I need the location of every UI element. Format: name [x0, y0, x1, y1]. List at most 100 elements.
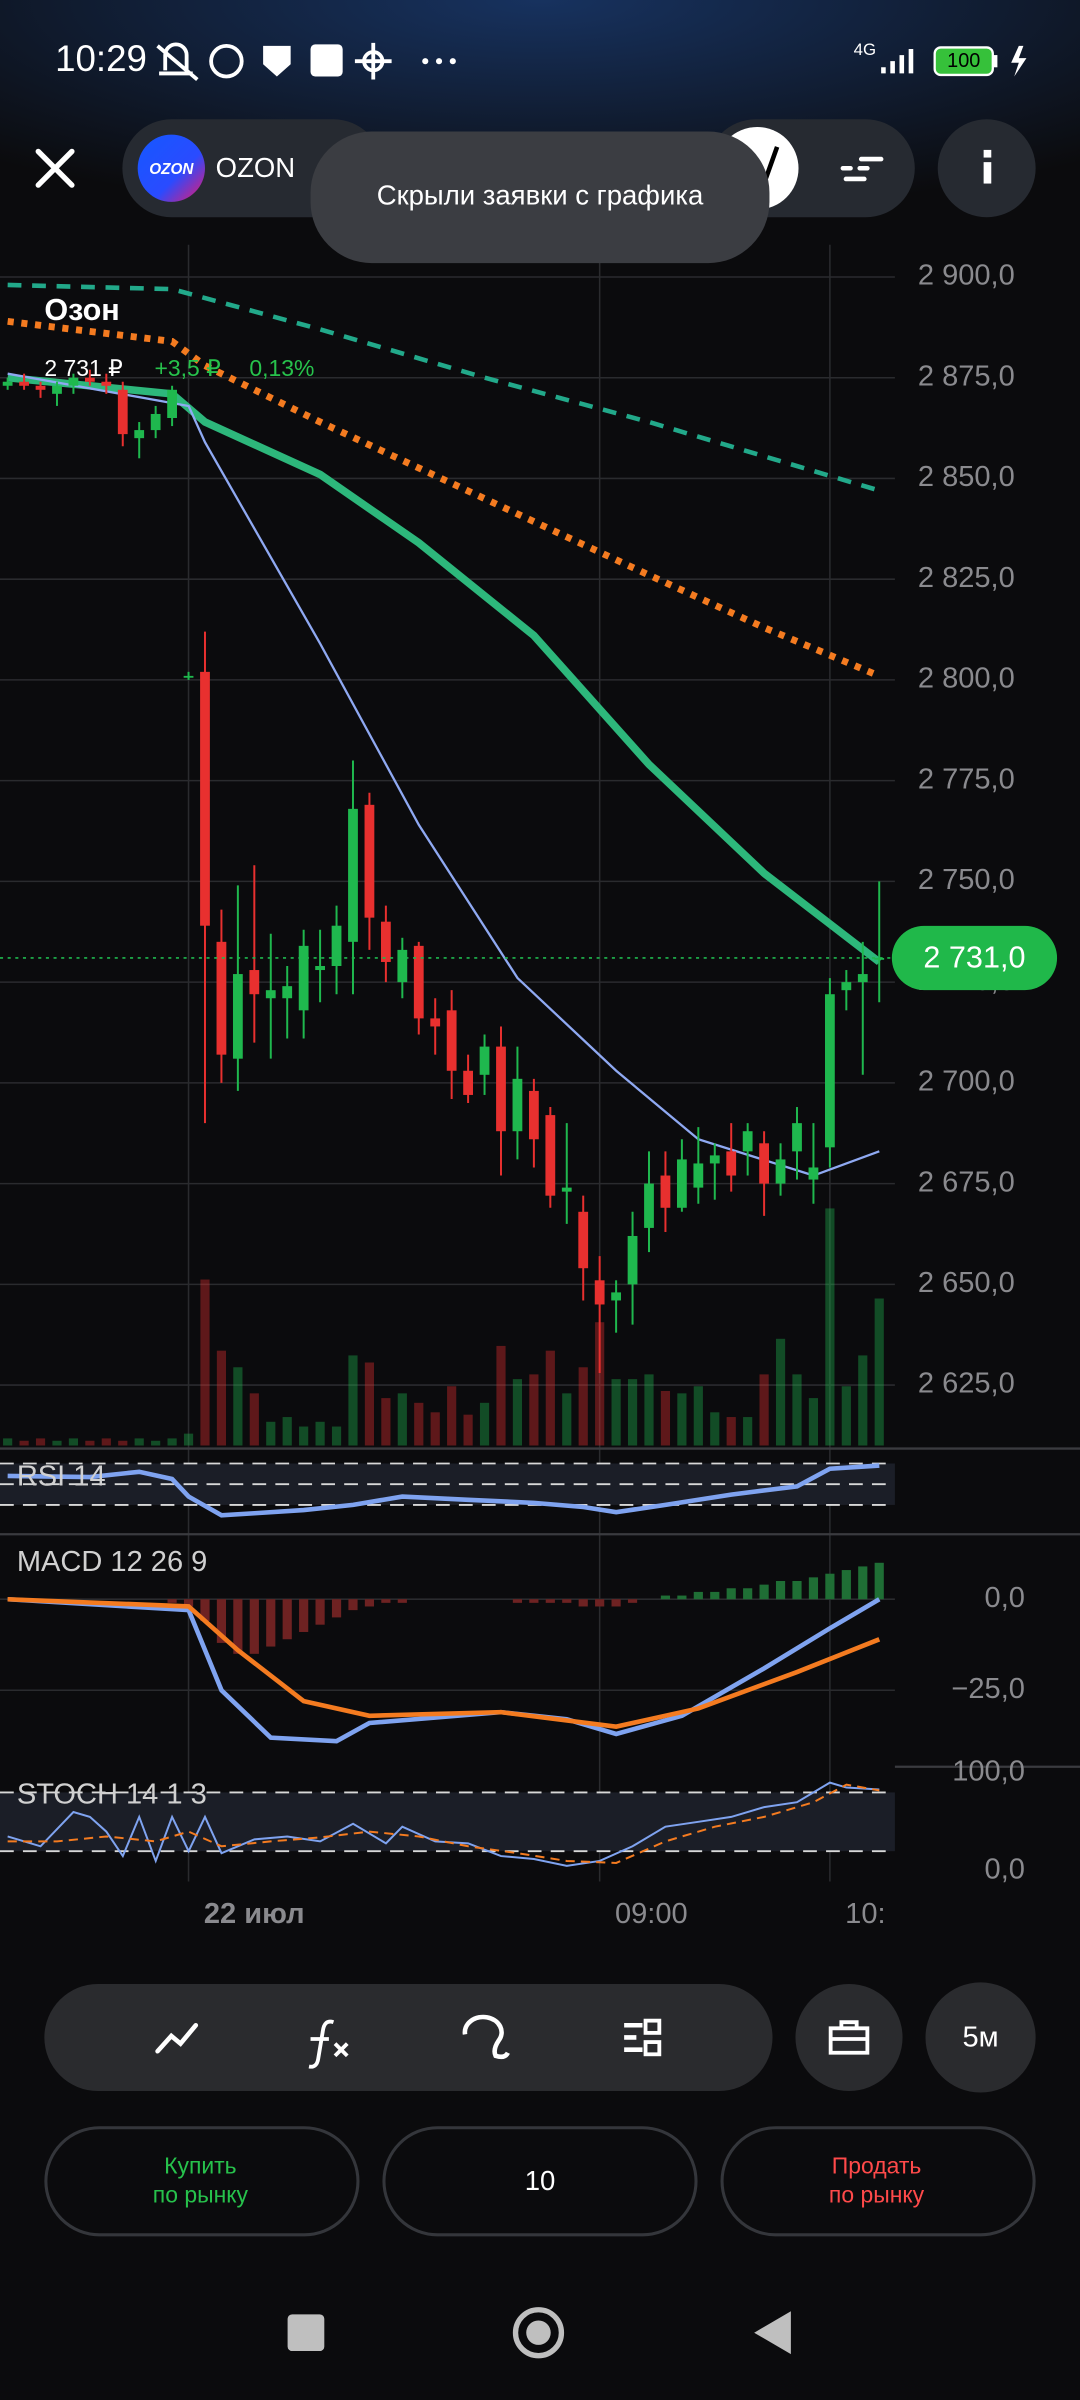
- candle-body: [68, 377, 79, 386]
- volume-bar: [430, 1412, 440, 1446]
- candle-body: [676, 1159, 687, 1208]
- candle-body: [134, 430, 145, 439]
- indicators-tool[interactable]: [308, 2019, 349, 2069]
- macd-histogram-bar: [266, 1599, 276, 1647]
- volume-bar: [85, 1440, 95, 1446]
- macd-histogram-bar: [299, 1599, 309, 1632]
- candle-body: [52, 385, 62, 394]
- buy-label: по рынку: [153, 2182, 249, 2208]
- volume-bar: [52, 1440, 62, 1446]
- curve-tool[interactable]: [462, 2014, 510, 2060]
- volume-bar: [167, 1438, 177, 1446]
- candle-body: [824, 994, 835, 1148]
- mute-icon: [156, 42, 199, 82]
- volume-bar: [200, 1279, 210, 1446]
- moving-average-line: [7, 317, 881, 680]
- y-tick-label: 2 775,0: [918, 763, 1015, 795]
- macd-histogram-bar: [677, 1595, 687, 1600]
- y-tick-label: 2 700,0: [918, 1066, 1015, 1098]
- volume-bar: [545, 1350, 555, 1446]
- volume-bar: [282, 1417, 292, 1446]
- candle-body: [2, 381, 13, 386]
- y-tick-label: 2 625,0: [918, 1368, 1015, 1400]
- volume-bar: [611, 1379, 621, 1446]
- indicator-line: [7, 1463, 880, 1518]
- volume-bar: [134, 1438, 144, 1446]
- candle-body: [496, 1046, 506, 1132]
- y-tick-label: 2 900,0: [918, 260, 1015, 292]
- macd-histogram-bar: [710, 1591, 720, 1600]
- y-tick-label: 0,0: [985, 1582, 1025, 1614]
- more-dot: [422, 58, 429, 65]
- moving-average-line: [7, 282, 880, 493]
- macd-histogram-bar: [743, 1588, 753, 1600]
- draw-tool[interactable]: [155, 2022, 199, 2054]
- candle-body: [150, 413, 161, 431]
- macd-histogram-bar: [249, 1599, 259, 1654]
- buy-button[interactable]: [44, 2126, 360, 2237]
- quantity-field[interactable]: [382, 2126, 698, 2237]
- candle-body: [611, 1292, 621, 1301]
- candle-body: [463, 1070, 473, 1095]
- macd-histogram-bar: [381, 1599, 391, 1603]
- nav-home[interactable]: [512, 2307, 565, 2359]
- tools-pill: [44, 1983, 773, 2092]
- candle-body: [446, 1010, 457, 1071]
- volume-bar: [233, 1367, 243, 1446]
- current-price-badge: [891, 925, 1058, 991]
- macd-histogram-bar: [282, 1599, 292, 1640]
- y-tick-label: 100,0: [952, 1756, 1025, 1788]
- candle-body: [249, 970, 260, 995]
- volume-bar: [759, 1374, 769, 1446]
- volume-bar: [858, 1355, 868, 1446]
- battery-level: 100: [947, 50, 980, 72]
- candle-body: [857, 974, 868, 983]
- moving-average-line: [7, 372, 880, 1177]
- macd-histogram-bar: [183, 1599, 194, 1607]
- y-tick-label: 2 675,0: [918, 1166, 1015, 1198]
- interval-button[interactable]: [925, 1982, 1036, 2093]
- layout-tool-box: [643, 2018, 662, 2035]
- volume-bar: [693, 1386, 703, 1446]
- volume-bar: [808, 1398, 819, 1446]
- volume-bar: [348, 1355, 358, 1446]
- nav-recents[interactable]: [287, 2314, 325, 2352]
- charging-icon: [1011, 45, 1027, 77]
- candle-body: [644, 1183, 654, 1228]
- app-icon: [310, 44, 343, 77]
- quantity-value: 10: [525, 2165, 556, 2196]
- candle-body: [660, 1175, 671, 1208]
- macd-histogram-bar: [792, 1580, 802, 1600]
- layout-tool[interactable]: [624, 2022, 643, 2053]
- close-button[interactable]: [35, 148, 75, 188]
- candle-body: [693, 1163, 704, 1188]
- macd-histogram-bar: [315, 1599, 325, 1625]
- candle-body: [364, 804, 375, 918]
- volume-bar: [792, 1374, 802, 1446]
- nav-back[interactable]: [754, 2311, 791, 2355]
- candle-body: [594, 1280, 605, 1305]
- volume-bar: [775, 1338, 786, 1446]
- toolbar: 5м: [44, 1982, 1036, 2093]
- volume-bar: [512, 1379, 523, 1446]
- ticker-name: OZON: [216, 152, 295, 183]
- volume-bar: [874, 1298, 884, 1446]
- candle-body: [117, 389, 128, 435]
- buy-label: Купить: [164, 2153, 237, 2179]
- more-dot: [435, 58, 443, 65]
- toast-background: [310, 131, 770, 264]
- macd-histogram-bar: [874, 1562, 884, 1600]
- volume-bar: [660, 1390, 671, 1446]
- volume-bar: [266, 1421, 276, 1446]
- sell-button[interactable]: [720, 2126, 1036, 2237]
- battery-cap: [992, 55, 998, 68]
- candle-body: [315, 966, 325, 971]
- macd-histogram-bar: [529, 1599, 539, 1603]
- volume-bar: [397, 1393, 407, 1446]
- macd-histogram-bar: [595, 1599, 605, 1607]
- candle-body: [265, 990, 276, 999]
- indicator-line: [7, 1596, 881, 1729]
- macd-histogram-bar: [397, 1599, 407, 1603]
- orders-icon[interactable]: [840, 156, 884, 182]
- macd-histogram-bar: [775, 1580, 786, 1600]
